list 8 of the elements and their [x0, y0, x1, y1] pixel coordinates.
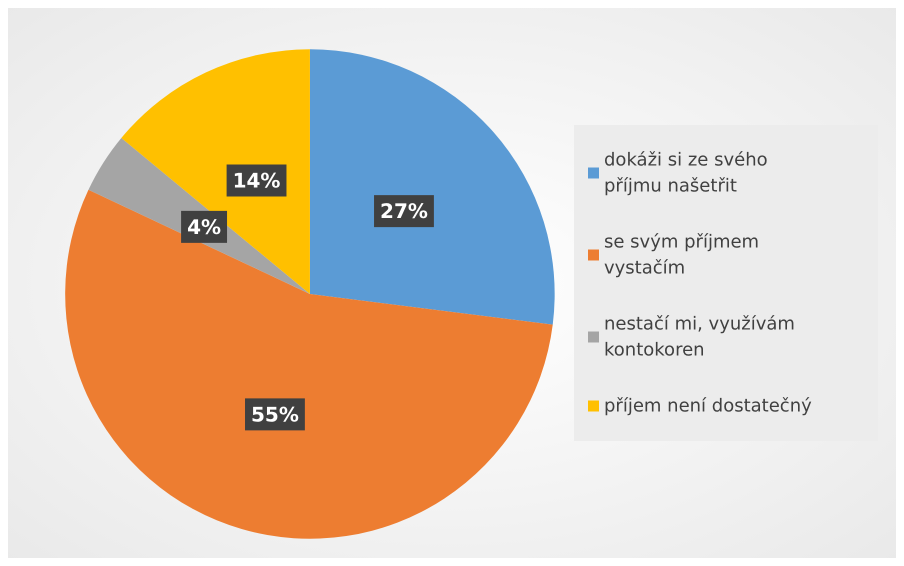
data-label: 27%	[380, 199, 428, 224]
legend-label: příjem není dostatečný	[604, 396, 812, 416]
legend-label: se svým příjmem vystačím	[604, 232, 765, 278]
data-label: 55%	[251, 402, 299, 426]
legend-label: nestačí mi, využívám kontokoren	[604, 314, 801, 360]
data-label: 4%	[187, 214, 222, 239]
legend-label: dokáži si ze svého příjmu našetřit	[604, 150, 774, 196]
data-label: 14%	[232, 168, 280, 193]
